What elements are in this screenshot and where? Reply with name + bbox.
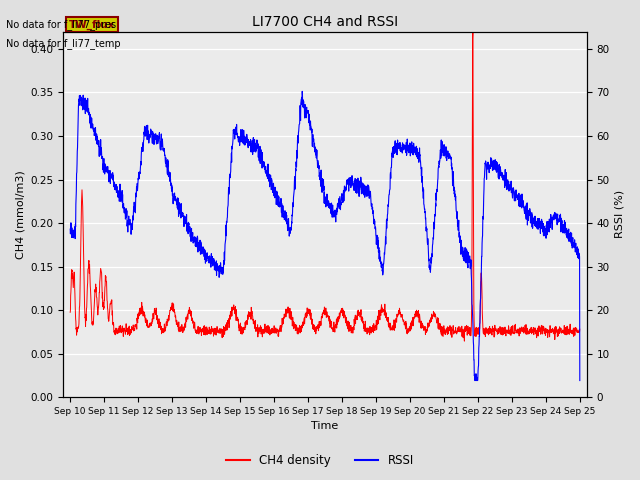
Y-axis label: CH4 (mmol/m3): CH4 (mmol/m3): [15, 170, 25, 259]
X-axis label: Time: Time: [312, 421, 339, 432]
Text: TW_flux: TW_flux: [68, 20, 115, 30]
Legend: CH4 density, RSSI: CH4 density, RSSI: [221, 449, 419, 472]
Text: No data for f_li77_temp: No data for f_li77_temp: [6, 38, 121, 49]
Y-axis label: RSSI (%): RSSI (%): [615, 190, 625, 239]
Title: LI7700 CH4 and RSSI: LI7700 CH4 and RSSI: [252, 15, 398, 29]
Text: No data for f_li77_pres: No data for f_li77_pres: [6, 19, 116, 30]
